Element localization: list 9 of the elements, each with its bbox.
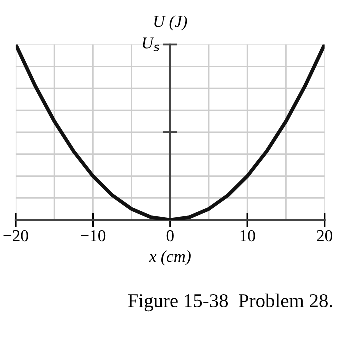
x-tick-label: −20: [4, 230, 28, 242]
caption: Figure 15-38 Problem 28.: [128, 294, 332, 312]
y-axis-title: U (J): [154, 16, 188, 31]
x-tick-label: 10: [240, 230, 256, 242]
annotation: U$_{s}$: [143, 38, 160, 52]
x-tick-label: 20: [317, 230, 333, 242]
x-tick-label: 0: [166, 230, 174, 242]
x-axis-title: x (cm): [149, 250, 191, 266]
x-tick-label: −10: [80, 230, 106, 242]
